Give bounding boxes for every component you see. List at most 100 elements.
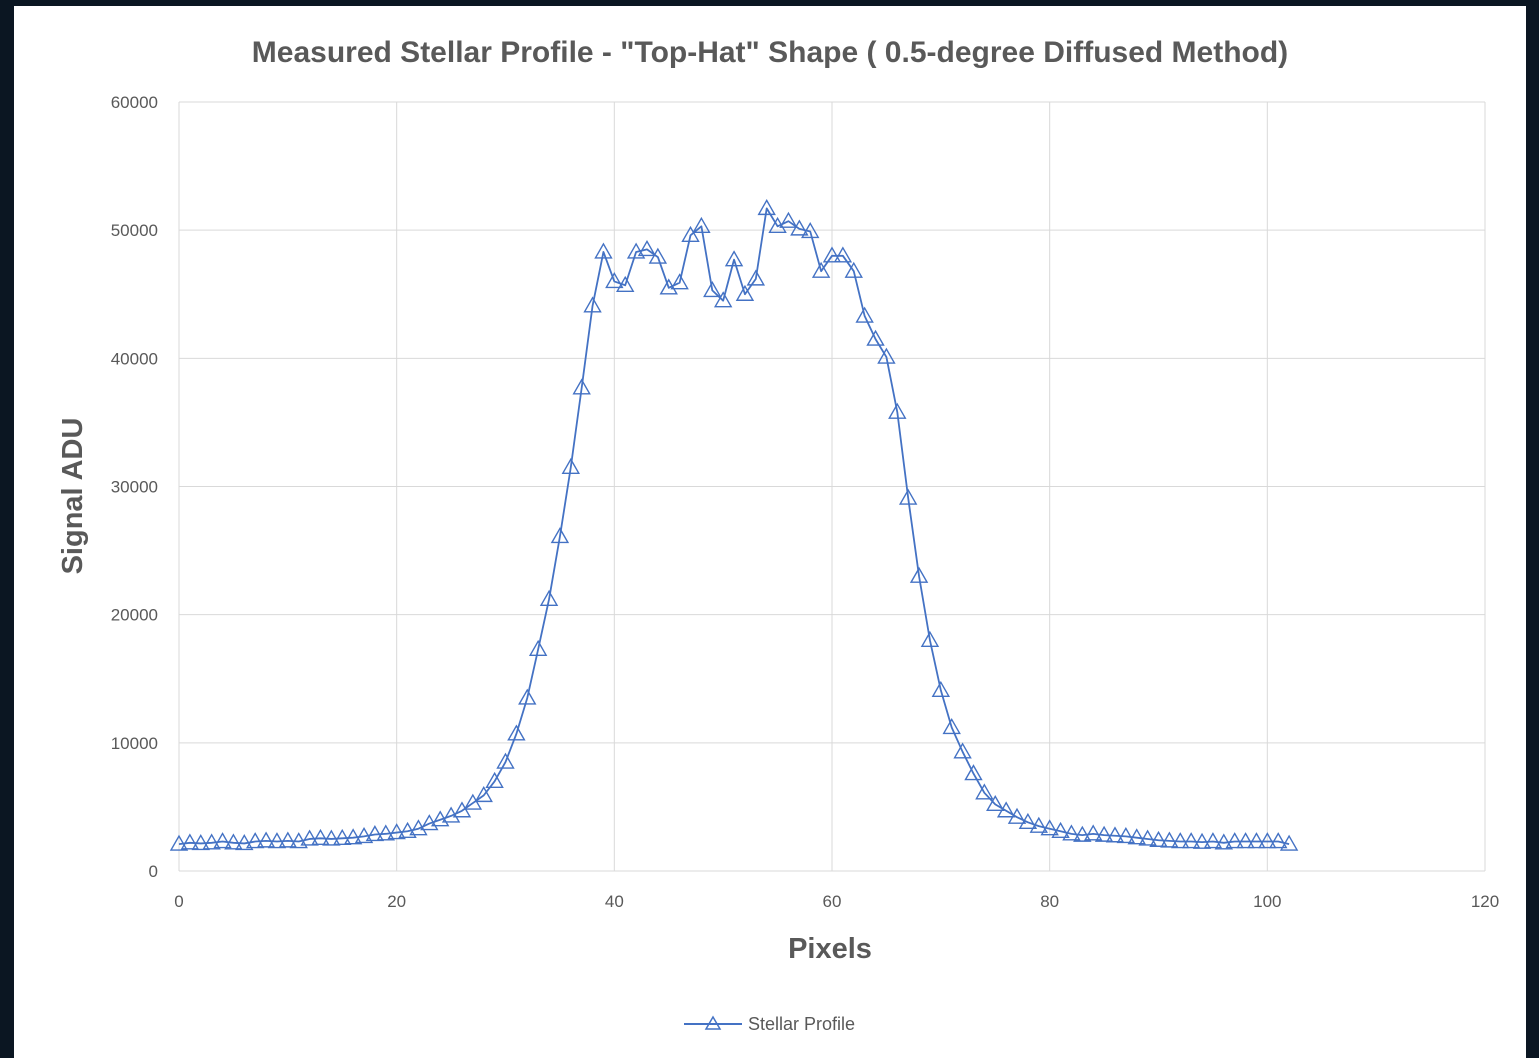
data-point-marker [833, 246, 853, 263]
data-point-marker [365, 825, 385, 842]
data-point-marker [420, 814, 439, 831]
data-point-marker [289, 832, 308, 849]
data-point-marker [1258, 832, 1277, 849]
data-point-marker [387, 823, 406, 840]
data-point-marker [300, 829, 319, 846]
grid-lines [178, 101, 1486, 872]
y-tick-label: 50000 [111, 221, 158, 240]
data-point-marker [616, 275, 635, 292]
data-point-marker [398, 821, 417, 838]
data-point-marker [507, 724, 526, 741]
data-point-marker [311, 828, 330, 846]
data-point-marker [572, 378, 591, 395]
data-point-marker [224, 833, 243, 850]
data-point-marker [354, 826, 374, 844]
data-point-marker [1040, 819, 1059, 836]
data-point-marker [278, 831, 298, 848]
series-layer [169, 198, 1299, 851]
data-point-marker [202, 833, 221, 850]
legend-marker-icon [704, 1015, 722, 1030]
data-point-marker [1171, 832, 1190, 849]
data-point-marker [1051, 821, 1070, 838]
data-point-marker [866, 329, 885, 346]
data-point-marker [735, 284, 755, 301]
data-point-marker [920, 630, 940, 647]
data-point-marker [1083, 824, 1103, 841]
data-point-marker [724, 250, 744, 267]
data-point-marker [975, 783, 994, 800]
data-point-marker [637, 239, 657, 257]
x-axis-ticks: 0 20 40 60 80 100 120 [174, 892, 1499, 911]
data-point-marker [496, 752, 515, 769]
data-point-marker [898, 488, 918, 505]
y-tick-label: 60000 [111, 93, 158, 112]
data-point-marker [1192, 832, 1212, 849]
legend-label: Stellar Profile [748, 1014, 855, 1034]
data-point-marker [518, 688, 537, 705]
data-point-marker [692, 216, 711, 234]
data-point-marker [986, 794, 1005, 812]
data-point-marker [888, 402, 907, 419]
data-point-marker [822, 246, 842, 263]
data-point-marker [539, 589, 559, 606]
data-point-marker [561, 457, 581, 474]
data-point-marker [213, 832, 232, 849]
data-point-marker [964, 764, 983, 781]
data-point-marker [169, 834, 189, 851]
data-point-marker [844, 261, 863, 278]
data-point-marker [931, 680, 951, 697]
series-line [178, 207, 1290, 845]
data-point-marker [1236, 832, 1255, 849]
data-point-marker [191, 834, 210, 851]
data-point-marker [333, 828, 352, 846]
data-point-marker [670, 273, 689, 290]
y-tick-label: 30000 [111, 478, 158, 497]
line-chart: Measured Stellar Profile - "Top-Hat" Sha… [57, 36, 1499, 1034]
data-point-marker [877, 347, 896, 364]
data-point-marker [550, 527, 570, 544]
data-point-marker [474, 785, 493, 803]
data-point-marker [790, 219, 809, 236]
legend: Stellar Profile [684, 1014, 855, 1034]
data-point-marker [1279, 834, 1299, 851]
x-tick-label: 100 [1253, 892, 1281, 911]
data-point-marker [1203, 832, 1223, 849]
data-point-marker [235, 834, 254, 851]
x-axis-title: Pixels [788, 933, 872, 965]
data-point-marker [1116, 826, 1136, 844]
x-tick-label: 80 [1040, 892, 1059, 911]
data-point-marker [1007, 807, 1027, 824]
chart-area: Measured Stellar Profile - "Top-Hat" Sha… [14, 6, 1526, 1058]
y-tick-label: 40000 [111, 349, 158, 368]
data-point-marker [713, 291, 733, 308]
data-point-marker [942, 718, 961, 735]
data-point-marker [583, 296, 602, 313]
data-point-marker [1269, 832, 1288, 849]
data-point-marker [1094, 825, 1114, 842]
data-point-marker [1225, 832, 1244, 849]
data-point-marker [1029, 816, 1048, 833]
chart-title: Measured Stellar Profile - "Top-Hat" Sha… [252, 36, 1288, 69]
data-point-marker [376, 824, 395, 841]
data-point-marker [322, 829, 341, 846]
data-point-marker [1018, 812, 1038, 829]
data-point-marker [855, 306, 874, 323]
data-point-marker [746, 269, 766, 286]
y-tick-label: 10000 [111, 734, 158, 753]
data-point-marker [256, 831, 276, 848]
data-point-marker [953, 742, 972, 759]
data-point-marker [909, 566, 929, 583]
y-tick-label: 0 [149, 862, 158, 881]
data-point-marker [626, 242, 646, 259]
data-point-marker [1214, 833, 1234, 850]
y-tick-label: 20000 [111, 606, 158, 625]
y-axis-ticks: 0 10000 20000 30000 40000 50000 60000 [111, 93, 158, 881]
data-point-marker [1138, 829, 1157, 846]
x-tick-label: 0 [174, 892, 183, 911]
data-point-marker [1181, 832, 1201, 849]
data-point-marker [245, 832, 265, 849]
data-point-marker [648, 247, 668, 264]
data-point-marker [485, 771, 504, 788]
data-point-marker [1105, 826, 1125, 843]
x-tick-label: 120 [1471, 892, 1499, 911]
